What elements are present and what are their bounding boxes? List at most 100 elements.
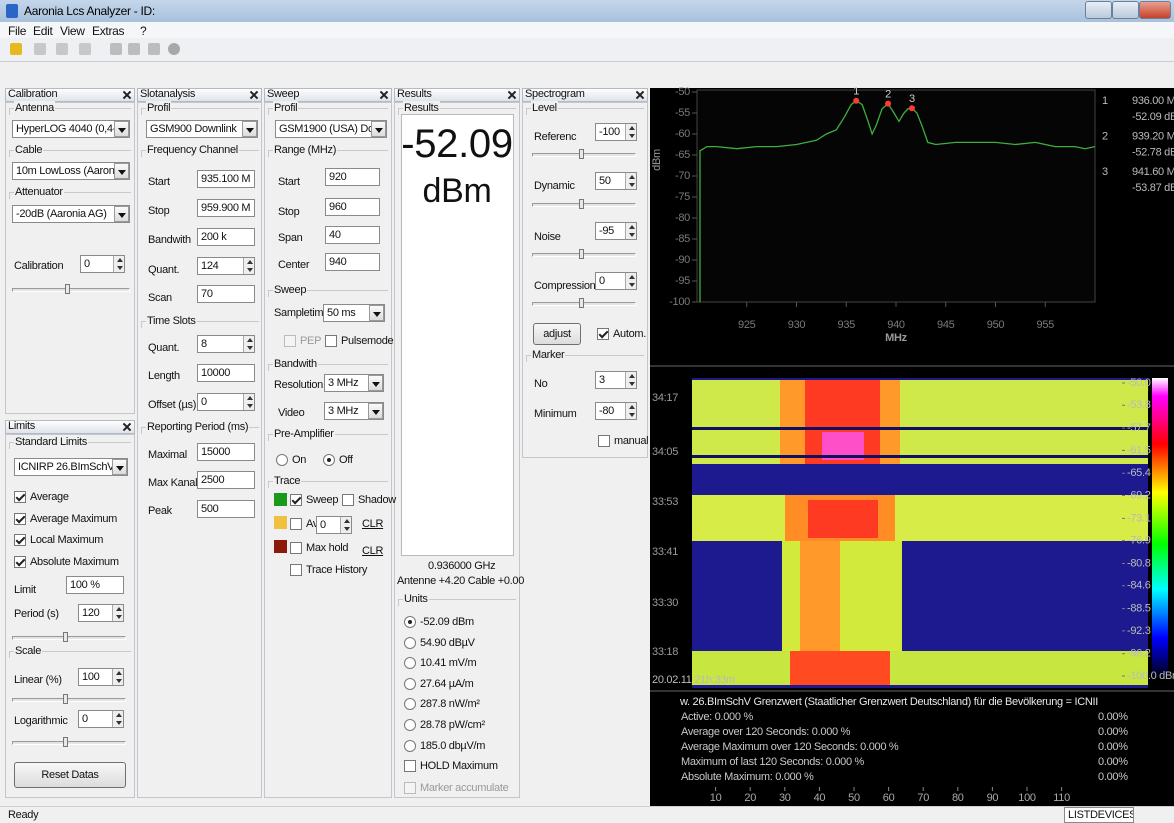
text-input[interactable]: 40 xyxy=(325,226,380,244)
checkbox[interactable] xyxy=(290,542,302,554)
radio-label[interactable]: 54.90 dBµV xyxy=(420,636,475,649)
checkbox[interactable] xyxy=(404,760,416,772)
slider-thumb[interactable] xyxy=(579,199,584,209)
spin-button[interactable] xyxy=(243,336,254,352)
checkbox-label[interactable]: Average xyxy=(30,491,69,503)
spin-button[interactable] xyxy=(112,711,123,727)
checkbox-label[interactable]: Absolute Maximum xyxy=(30,556,119,568)
radio[interactable] xyxy=(404,636,416,649)
dropdown-button[interactable] xyxy=(368,375,383,391)
checkbox[interactable] xyxy=(14,491,26,503)
dropdown-button[interactable] xyxy=(114,121,129,137)
clear-link[interactable]: CLR xyxy=(362,518,384,530)
checkbox-label[interactable]: Local Maximum xyxy=(30,534,104,546)
checkbox-label[interactable]: Trace History xyxy=(306,564,368,576)
clear-link[interactable]: CLR xyxy=(362,545,384,557)
text-input[interactable]: 70 xyxy=(197,285,255,303)
slider-thumb[interactable] xyxy=(63,694,68,704)
toolbar-button[interactable] xyxy=(128,43,140,55)
toolbar-button[interactable] xyxy=(148,43,160,55)
slider-thumb[interactable] xyxy=(579,298,584,308)
dropdown[interactable]: 10m LowLoss (Aaronia xyxy=(12,162,130,180)
panel-close[interactable] xyxy=(123,91,131,99)
slider-thumb[interactable] xyxy=(65,284,70,294)
spin-button[interactable] xyxy=(112,605,123,621)
checkbox-label[interactable]: Autom. xyxy=(613,328,647,340)
maximize-button[interactable] xyxy=(1112,1,1139,19)
spin-button[interactable] xyxy=(625,223,636,239)
toolbar-button[interactable] xyxy=(56,43,68,55)
panel-close[interactable] xyxy=(123,423,131,431)
checkbox[interactable] xyxy=(14,556,26,568)
radio[interactable] xyxy=(276,454,288,466)
close-button[interactable] xyxy=(1139,1,1171,19)
text-input[interactable]: 920 xyxy=(325,168,380,186)
radio-label[interactable]: 287.8 nW/m² xyxy=(420,698,480,711)
radio-label[interactable]: 27.64 µA/m xyxy=(420,677,474,690)
checkbox[interactable] xyxy=(290,564,302,576)
toolbar-button[interactable] xyxy=(34,43,46,55)
button[interactable]: Reset Datas xyxy=(14,762,126,788)
text-input[interactable]: 200 k xyxy=(197,228,255,246)
menu-item[interactable]: Extras xyxy=(92,24,125,38)
checkbox[interactable] xyxy=(14,513,26,525)
slider-track[interactable] xyxy=(12,636,126,640)
text-input[interactable]: 960 xyxy=(325,198,380,216)
slider-track[interactable] xyxy=(532,203,636,207)
dropdown-button[interactable] xyxy=(242,121,257,137)
radio-label[interactable]: On xyxy=(292,454,307,466)
dropdown[interactable]: GSM900 Downlink xyxy=(146,120,258,138)
panel-close[interactable] xyxy=(636,91,644,99)
radio-label[interactable]: Off xyxy=(339,454,353,466)
dropdown-button[interactable] xyxy=(369,305,384,321)
dropdown-button[interactable] xyxy=(371,121,386,137)
checkbox[interactable] xyxy=(14,534,26,546)
radio-label[interactable]: -52.09 dBm xyxy=(420,616,474,628)
slider-track[interactable] xyxy=(532,302,636,306)
checkbox-label[interactable]: Pulsemode xyxy=(341,335,394,347)
slider-track[interactable] xyxy=(12,288,130,292)
spin-button[interactable] xyxy=(625,403,636,419)
radio[interactable] xyxy=(404,698,416,711)
slider-thumb[interactable] xyxy=(63,632,68,642)
radio[interactable] xyxy=(323,454,335,466)
text-input[interactable]: 2500 xyxy=(197,471,255,489)
spin-button[interactable] xyxy=(340,517,351,533)
checkbox[interactable] xyxy=(598,435,610,447)
dropdown-button[interactable] xyxy=(112,459,127,475)
slider-thumb[interactable] xyxy=(579,149,584,159)
checkbox[interactable] xyxy=(325,335,337,347)
text-input[interactable]: 15000 xyxy=(197,443,255,461)
panel-close[interactable] xyxy=(508,91,516,99)
checkbox[interactable] xyxy=(342,494,354,506)
dropdown-button[interactable] xyxy=(114,206,129,222)
toolbar-button[interactable] xyxy=(79,43,91,55)
slider-thumb[interactable] xyxy=(63,737,68,747)
panel-close[interactable] xyxy=(250,91,258,99)
slider-track[interactable] xyxy=(532,153,636,157)
checkbox[interactable] xyxy=(290,494,302,506)
spin-button[interactable] xyxy=(625,273,636,289)
checkbox[interactable] xyxy=(290,518,302,530)
spin-button[interactable] xyxy=(625,372,636,388)
checkbox-label[interactable]: HOLD Maximum xyxy=(420,760,498,772)
toolbar-button[interactable] xyxy=(168,43,180,55)
dropdown-button[interactable] xyxy=(114,163,129,179)
text-input[interactable]: 935.100 M xyxy=(197,170,255,188)
spin-button[interactable] xyxy=(113,256,124,272)
menu-item[interactable]: Edit xyxy=(33,24,53,38)
trace-color[interactable] xyxy=(274,516,287,529)
spin-button[interactable] xyxy=(625,124,636,140)
menu-item[interactable]: File xyxy=(8,24,27,38)
button[interactable]: adjust xyxy=(533,323,581,345)
slider-thumb[interactable] xyxy=(579,249,584,259)
slider-track[interactable] xyxy=(532,253,636,257)
trace-color[interactable] xyxy=(274,540,287,553)
panel-close[interactable] xyxy=(380,91,388,99)
minimize-button[interactable] xyxy=(1085,1,1112,19)
checkbox[interactable] xyxy=(597,328,609,340)
dropdown[interactable]: HyperLOG 4040 (0,4-4 xyxy=(12,120,130,138)
radio-label[interactable]: 28.78 pW/cm² xyxy=(420,719,485,731)
dropdown-button[interactable] xyxy=(368,403,383,419)
spin-button[interactable] xyxy=(112,669,123,685)
